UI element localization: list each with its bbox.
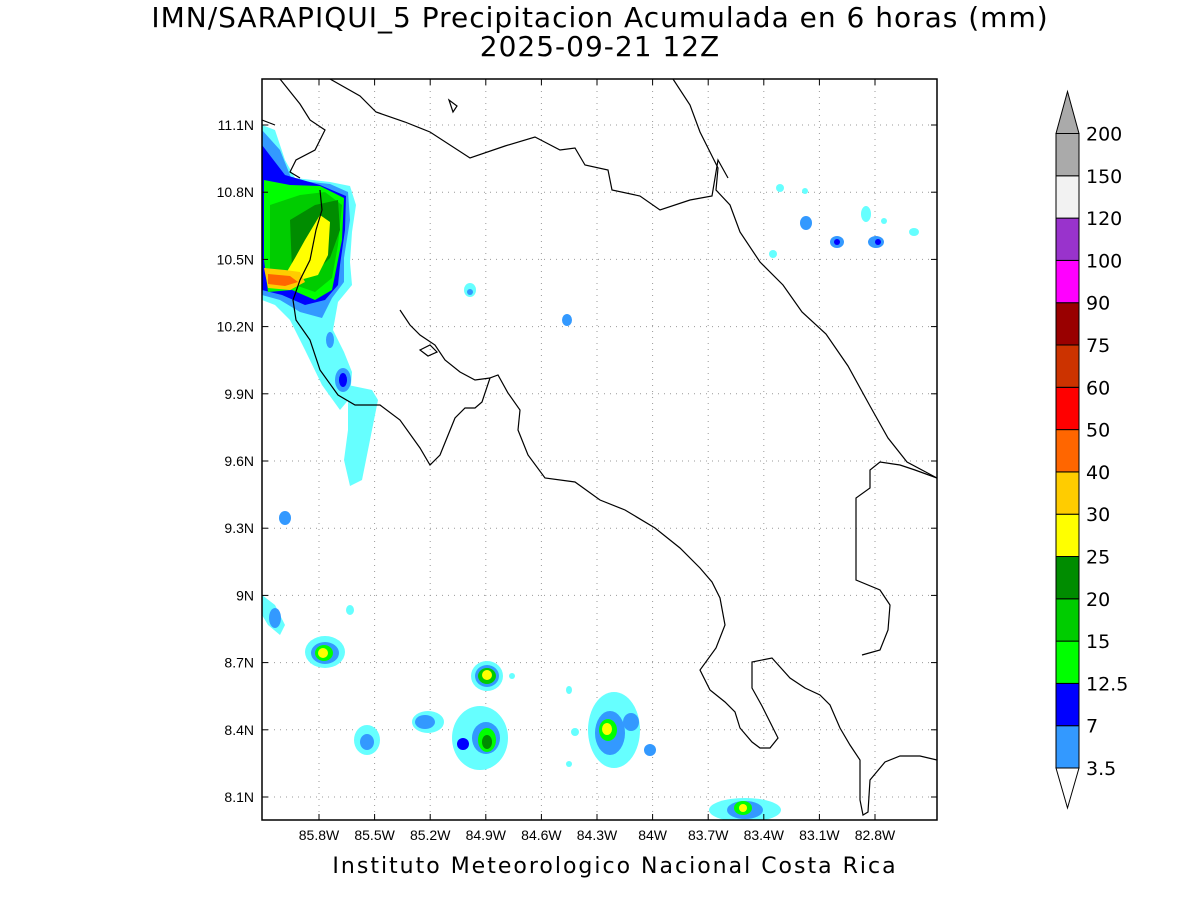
colorbar-segment	[1055, 259, 1080, 304]
colorbar-label: 30	[1086, 504, 1110, 526]
colorbar-segment	[1055, 725, 1080, 769]
lat-tick-label: 11.1N	[218, 117, 254, 133]
lon-tick-label: 83.1W	[799, 827, 840, 843]
colorbar-upper-arrow	[1055, 89, 1080, 134]
colorbar-legend: 3.5 7 12.5 15 20 25 30 40 50 60 75 90 100 120 150 200	[1055, 89, 1128, 810]
map-frame	[261, 78, 938, 821]
colorbar-label: 90	[1086, 293, 1110, 315]
colorbar-label: 150	[1086, 166, 1122, 188]
colorbar-label: 7	[1086, 716, 1098, 738]
colorbar-segment	[1055, 682, 1080, 727]
colorbar-segment	[1055, 386, 1080, 431]
map-title: IMN/SARAPIQUI_5 Precipitacion Acumulada …	[151, 1, 1049, 34]
lat-tick-label: 8.7N	[224, 655, 254, 671]
lon-tick-label: 84W	[638, 827, 668, 843]
colorbar-label: 12.5	[1086, 673, 1128, 695]
lat-tick-label: 9N	[236, 587, 254, 603]
colorbar-segment	[1055, 556, 1080, 600]
lat-tick-label: 8.4N	[224, 722, 254, 738]
lon-tick-label: 84.9W	[466, 827, 507, 843]
lon-tick-label: 84.6W	[521, 827, 562, 843]
colorbar-label: 200	[1086, 124, 1122, 146]
colorbar-segment	[1055, 640, 1080, 684]
lat-tick-label: 9.9N	[224, 386, 254, 402]
colorbar-label: 120	[1086, 208, 1122, 230]
lon-tick-label: 83.4W	[744, 827, 785, 843]
colorbar-label: 75	[1086, 335, 1110, 357]
lat-tick-label: 10.5N	[217, 251, 254, 267]
colorbar-segment	[1055, 471, 1080, 515]
precipitation-field	[262, 125, 919, 820]
colorbar-segment	[1055, 429, 1080, 473]
lon-tick-label: 85.2W	[410, 827, 451, 843]
colorbar-label: 100	[1086, 250, 1122, 272]
colorbar-segment	[1055, 598, 1080, 642]
lon-tick-label: 85.5W	[354, 827, 395, 843]
colorbar-segment	[1055, 302, 1080, 346]
colorbar-label: 50	[1086, 420, 1110, 442]
colorbar-segment	[1055, 133, 1080, 177]
map-subtitle: 2025-09-21 12Z	[479, 30, 721, 63]
footer-credit: Instituto Meteorologico Nacional Costa R…	[332, 854, 898, 879]
colorbar-label: 3.5	[1086, 758, 1116, 780]
lat-tick-label: 10.8N	[217, 184, 254, 200]
latitude-tick-labels: 11.1N 10.8N 10.5N 10.2N 9.9N 9.6N 9.3N 9N 8.7N 8.…	[217, 117, 937, 805]
colorbar-label: 20	[1086, 589, 1110, 611]
colorbar-segment	[1055, 513, 1080, 558]
lon-tick-label: 85.8W	[299, 827, 340, 843]
colorbar-segment	[1055, 217, 1080, 261]
colorbar-segment	[1055, 344, 1080, 388]
coastlines	[262, 79, 937, 816]
lat-tick-label: 9.3N	[224, 520, 254, 536]
colorbar-label: 60	[1086, 377, 1110, 399]
longitude-tick-labels: 85.8W 85.5W 85.2W 84.9W 84.6W 84.3W 84W 83.7W 83…	[299, 79, 896, 843]
colorbar-label: 25	[1086, 547, 1110, 569]
lat-tick-label: 8.1N	[224, 789, 254, 805]
lat-tick-label: 9.6N	[224, 453, 254, 469]
lon-tick-label: 83.7W	[688, 827, 729, 843]
lon-tick-label: 82.8W	[855, 827, 896, 843]
colorbar-label: 15	[1086, 631, 1110, 653]
colorbar-label: 40	[1086, 462, 1110, 484]
lon-tick-label: 84.3W	[577, 827, 618, 843]
lat-tick-label: 10.2N	[217, 319, 254, 335]
colorbar-lower-arrow	[1055, 767, 1080, 810]
colorbar-segment	[1055, 175, 1080, 219]
